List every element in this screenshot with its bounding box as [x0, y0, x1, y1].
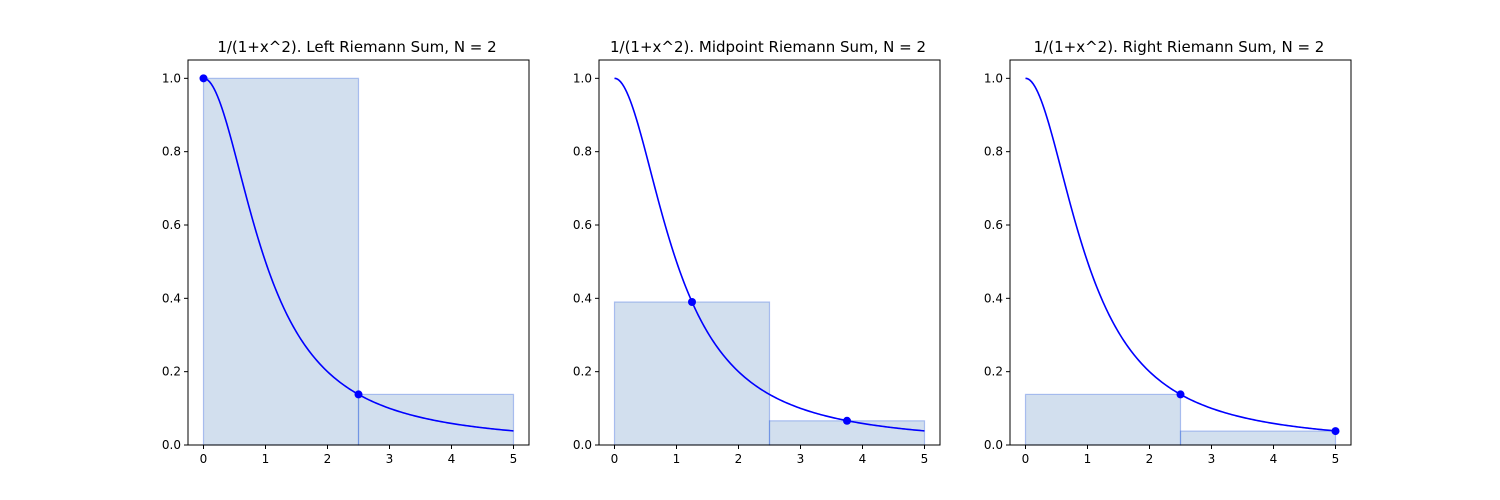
right-y-tick-label-1: 0.2	[984, 365, 1003, 379]
right-riemann-panel: 1/(1+x^2). Right Riemann Sum, N = 2 0 1 2 3…	[984, 38, 1352, 466]
right-y-tick-label-2: 0.4	[984, 291, 1003, 305]
midpoint-y-tick-label-2: 0.4	[573, 291, 592, 305]
midpoint-x-tick-label-3: 3	[797, 452, 805, 466]
right-panel-title: 1/(1+x^2). Right Riemann Sum, N = 2	[1034, 38, 1325, 56]
right-y-tick-label-0: 0.0	[984, 438, 1003, 452]
left-y-tick-label-2: 0.4	[162, 291, 181, 305]
right-x-tick-label-1: 1	[1084, 452, 1092, 466]
left-x-tick-label-1: 1	[262, 452, 270, 466]
left-x-tick-label-4: 4	[448, 452, 456, 466]
right-x-tick-label-0: 0	[1022, 452, 1030, 466]
midpoint-x-tick-label-4: 4	[859, 452, 867, 466]
left-x-tick-label-2: 2	[324, 452, 332, 466]
midpoint-y-tick-label-5: 1.0	[573, 71, 592, 85]
midpoint-function-curve	[614, 77, 925, 432]
left-riemann-panel: 1/(1+x^2). Left Riemann Sum, N = 2 0 1 2 3 4…	[162, 38, 530, 466]
right-rectangle-2	[1179, 430, 1337, 446]
left-y-tick-label-0: 0.0	[162, 438, 181, 452]
midpoint-riemann-panel: 1/(1+x^2). Midpoint Riemann Sum, N = 2 0…	[573, 38, 941, 466]
midpoint-x-tick-label-0: 0	[611, 452, 619, 466]
midpoint-y-tick-label-3: 0.6	[573, 218, 592, 232]
right-x-tick-label-3: 3	[1208, 452, 1216, 466]
right-function-curve	[1025, 77, 1336, 432]
right-rectangle-1	[1024, 393, 1182, 446]
right-axes-frame	[1009, 59, 1352, 446]
midpoint-axes-frame	[598, 59, 941, 446]
left-panel-title: 1/(1+x^2). Left Riemann Sum, N = 2	[217, 38, 496, 56]
right-y-tick-label-4: 0.8	[984, 145, 1003, 159]
midpoint-panel-title: 1/(1+x^2). Midpoint Riemann Sum, N = 2	[610, 38, 926, 56]
right-x-tick-label-5: 5	[1332, 452, 1340, 466]
right-x-tick-label-2: 2	[1146, 452, 1154, 466]
left-x-tick-label-5: 5	[510, 452, 518, 466]
left-x-tick-label-3: 3	[386, 452, 394, 466]
left-sample-point-2	[354, 390, 363, 399]
left-x-tick-label-0: 0	[200, 452, 208, 466]
left-y-tick-label-3: 0.6	[162, 218, 181, 232]
left-y-tick-label-4: 0.8	[162, 145, 181, 159]
right-y-tick-label-3: 0.6	[984, 218, 1003, 232]
left-y-tick-label-1: 0.2	[162, 365, 181, 379]
left-rectangle-1	[202, 77, 360, 446]
right-x-tick-label-4: 4	[1270, 452, 1278, 466]
midpoint-rectangle-1	[613, 301, 771, 446]
midpoint-y-tick-label-0: 0.0	[573, 438, 592, 452]
left-sample-point-1	[199, 74, 208, 83]
left-rectangle-2	[357, 393, 515, 446]
right-sample-point-1	[1176, 390, 1185, 399]
left-axes-frame	[187, 59, 530, 446]
midpoint-x-tick-label-2: 2	[735, 452, 743, 466]
midpoint-x-tick-label-5: 5	[921, 452, 929, 466]
right-y-tick-label-5: 1.0	[984, 71, 1003, 85]
midpoint-y-tick-label-1: 0.2	[573, 365, 592, 379]
left-y-tick-label-5: 1.0	[162, 71, 181, 85]
midpoint-y-tick-label-4: 0.8	[573, 145, 592, 159]
midpoint-sample-point-1	[688, 298, 696, 306]
midpoint-sample-point-2	[843, 416, 851, 425]
right-sample-point-2	[1331, 427, 1340, 436]
midpoint-x-tick-label-1: 1	[673, 452, 681, 466]
